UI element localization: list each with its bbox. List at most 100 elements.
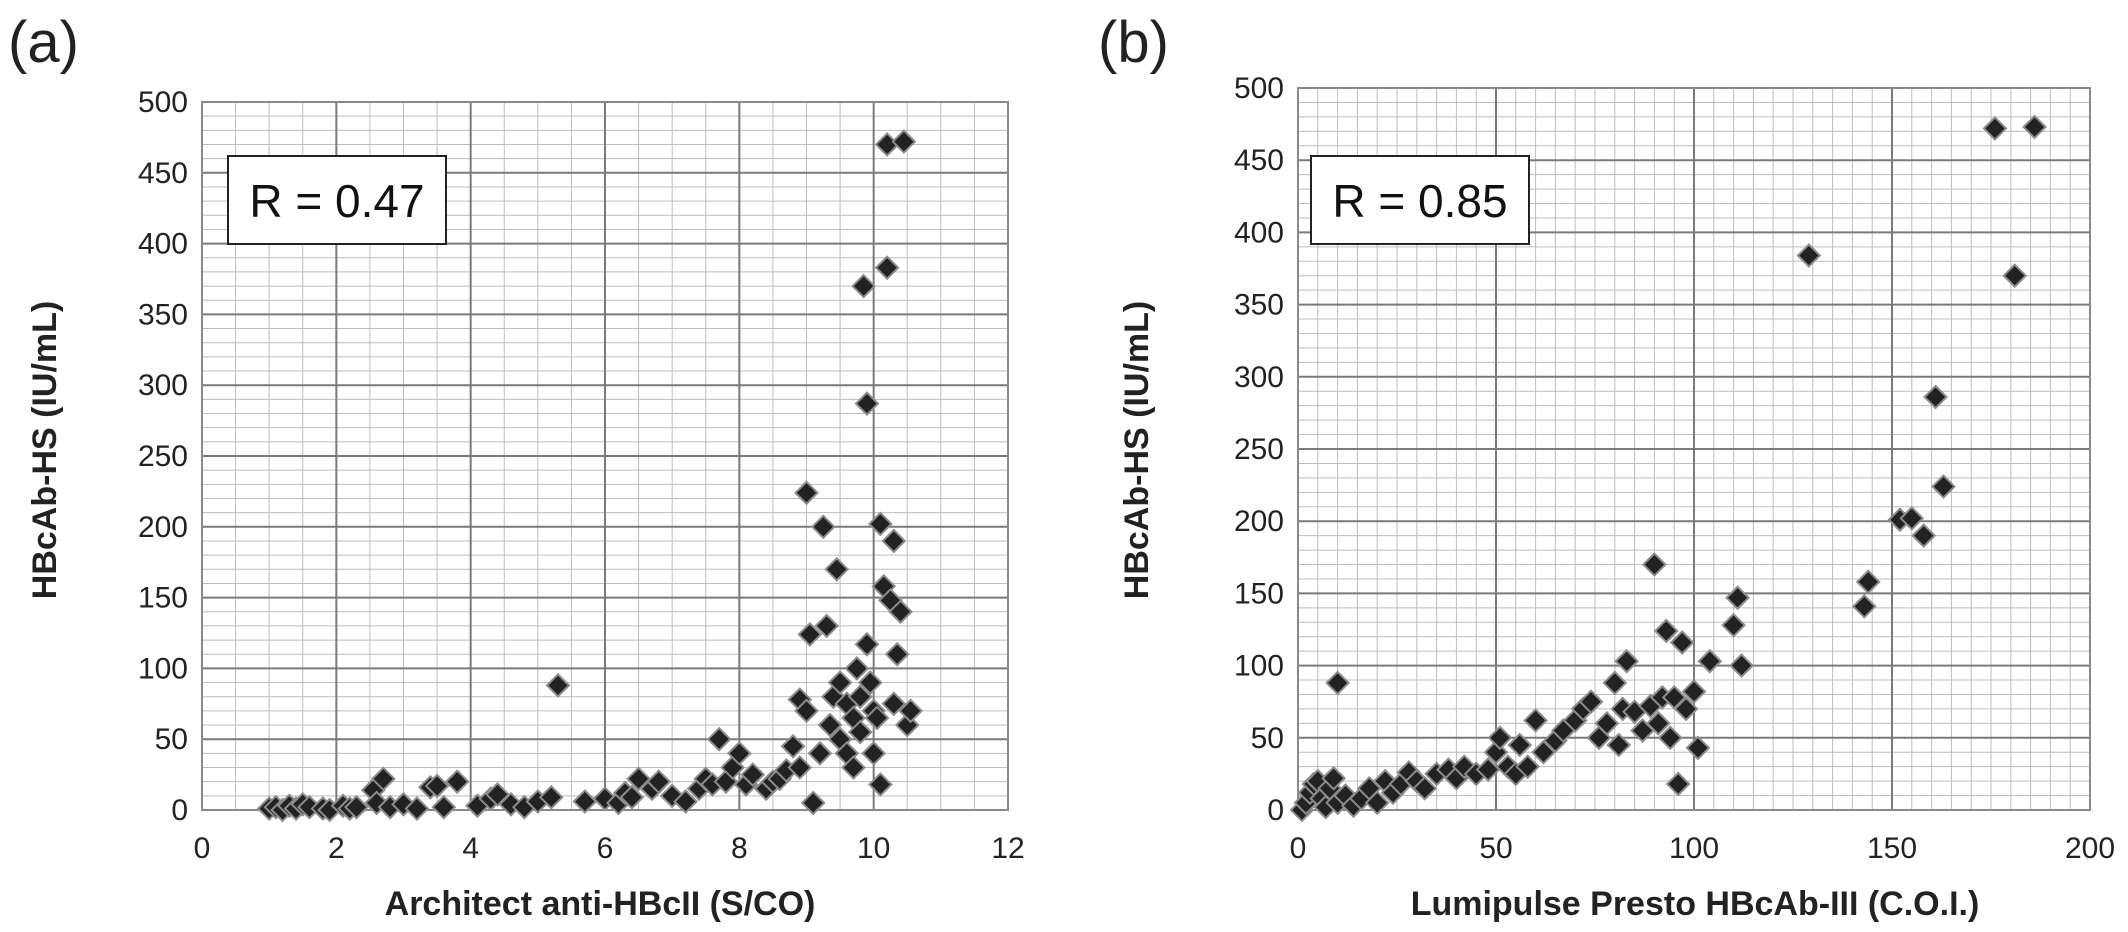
y-tick-label: 0 — [1267, 794, 1284, 827]
data-point — [817, 712, 843, 738]
y-tick-label: 0 — [171, 794, 188, 827]
data-point — [1923, 384, 1948, 410]
panel-label-b: (b) — [1098, 10, 1169, 75]
y-tick-label: 350 — [138, 298, 188, 331]
x-tick-label: 6 — [597, 832, 614, 865]
y-tick-label: 150 — [138, 582, 188, 615]
panel-label-a: (a) — [8, 10, 79, 75]
data-point — [1606, 732, 1632, 758]
data-point — [881, 528, 907, 554]
data-point — [888, 599, 913, 625]
data-point — [431, 794, 457, 820]
data-point — [572, 789, 598, 814]
x-tick-label: 100 — [1669, 832, 1719, 865]
x-tick-label: 4 — [462, 832, 479, 865]
data-point — [787, 755, 813, 780]
scatter-panel-b: (b) 0 50 100 150 200 0 50 100 150 200 250 300 350 400… — [1098, 10, 2115, 923]
data-point — [619, 784, 645, 810]
y-tick-label: 100 — [1234, 650, 1284, 683]
data-point — [1899, 505, 1925, 531]
data-point — [1657, 725, 1683, 751]
data-point — [1669, 630, 1695, 655]
data-point — [646, 769, 672, 795]
data-point — [1851, 593, 1877, 619]
y-tick-label: 350 — [1234, 289, 1284, 322]
data-point — [847, 719, 873, 745]
x-tick-label: 8 — [731, 832, 748, 865]
data-point — [1931, 474, 1956, 499]
data-point — [1725, 585, 1750, 611]
data-point — [1665, 771, 1691, 797]
data-point — [814, 613, 840, 639]
data-point — [810, 514, 836, 540]
data-point — [794, 698, 819, 724]
data-point — [1855, 569, 1881, 595]
data-point — [847, 684, 873, 710]
data-point — [424, 773, 450, 799]
y-tick-label: 100 — [138, 652, 188, 685]
data-point — [861, 740, 887, 766]
data-point — [794, 480, 819, 506]
data-point — [726, 740, 752, 766]
data-point — [1507, 732, 1533, 758]
data-point — [1602, 670, 1628, 696]
data-point — [1982, 116, 2008, 141]
x-tick-label: 10 — [857, 832, 890, 865]
data-point — [1796, 243, 1822, 268]
y-tick-label: 400 — [138, 228, 188, 261]
x-axis-title-a: Architect anti-HBcII (S/CO) — [385, 885, 816, 923]
data-point — [1487, 725, 1513, 751]
x-tick-label: 50 — [1479, 832, 1512, 865]
r-annotation-box-a — [227, 155, 447, 245]
data-point — [444, 769, 470, 795]
scatter-panel-a: (a) 0 2 4 6 8 10 12 0 50 100 150 200 250 300 350 400 450… — [8, 10, 1025, 923]
r-annotation-box-b — [1310, 155, 1530, 245]
data-point — [1661, 684, 1687, 710]
data-point — [2022, 114, 2047, 140]
y-tick-label: 150 — [1234, 577, 1284, 610]
y-tick-label: 500 — [138, 86, 188, 119]
data-point — [1412, 775, 1438, 801]
tick-labels-b: 0 50 100 150 200 0 50 100 150 200 250 300 350 400 450 5… — [1234, 72, 2115, 865]
data-point — [1685, 735, 1711, 761]
x-tick-label: 200 — [2065, 832, 2115, 865]
data-point — [800, 790, 826, 816]
data-point — [827, 670, 853, 695]
x-tick-label: 150 — [1867, 832, 1917, 865]
y-tick-label: 300 — [1234, 361, 1284, 394]
data-point — [867, 772, 893, 797]
data-point — [1321, 765, 1347, 791]
data-point — [344, 794, 369, 820]
y-tick-label: 250 — [138, 440, 188, 473]
x-tick-label: 12 — [991, 832, 1024, 865]
data-point — [1673, 696, 1699, 722]
data-point — [867, 511, 893, 537]
data-point — [857, 670, 883, 695]
x-axis-title-b: Lumipulse Presto HBcAb-III (C.O.I.) — [1411, 885, 1980, 923]
data-point — [1614, 648, 1640, 674]
tick-labels-a: 0 2 4 6 8 10 12 0 50 100 150 200 250 300 350 400 450 500 — [138, 86, 1025, 865]
data-point — [824, 556, 850, 582]
data-point — [874, 255, 900, 281]
y-tick-label: 400 — [1234, 216, 1284, 249]
data-point — [1531, 739, 1556, 765]
r-annotation-a: R = 0.47 — [249, 175, 424, 227]
plot-area-b — [1297, 87, 2091, 811]
data-point — [1523, 708, 1549, 733]
data-point — [807, 740, 833, 766]
data-point — [1911, 523, 1937, 549]
data-point — [673, 789, 699, 814]
y-tick-label: 500 — [1234, 72, 1284, 105]
data-point — [1697, 648, 1723, 674]
r-annotation-b: R = 0.85 — [1332, 175, 1507, 227]
y-tick-label: 200 — [1234, 505, 1284, 538]
data-point — [1515, 754, 1541, 780]
data-point — [1325, 670, 1351, 696]
data-point — [1578, 689, 1604, 715]
data-point — [1681, 679, 1707, 705]
data-point — [1645, 710, 1671, 736]
data-point — [740, 762, 766, 788]
data-point — [1729, 653, 1754, 679]
y-tick-label: 300 — [138, 369, 188, 402]
